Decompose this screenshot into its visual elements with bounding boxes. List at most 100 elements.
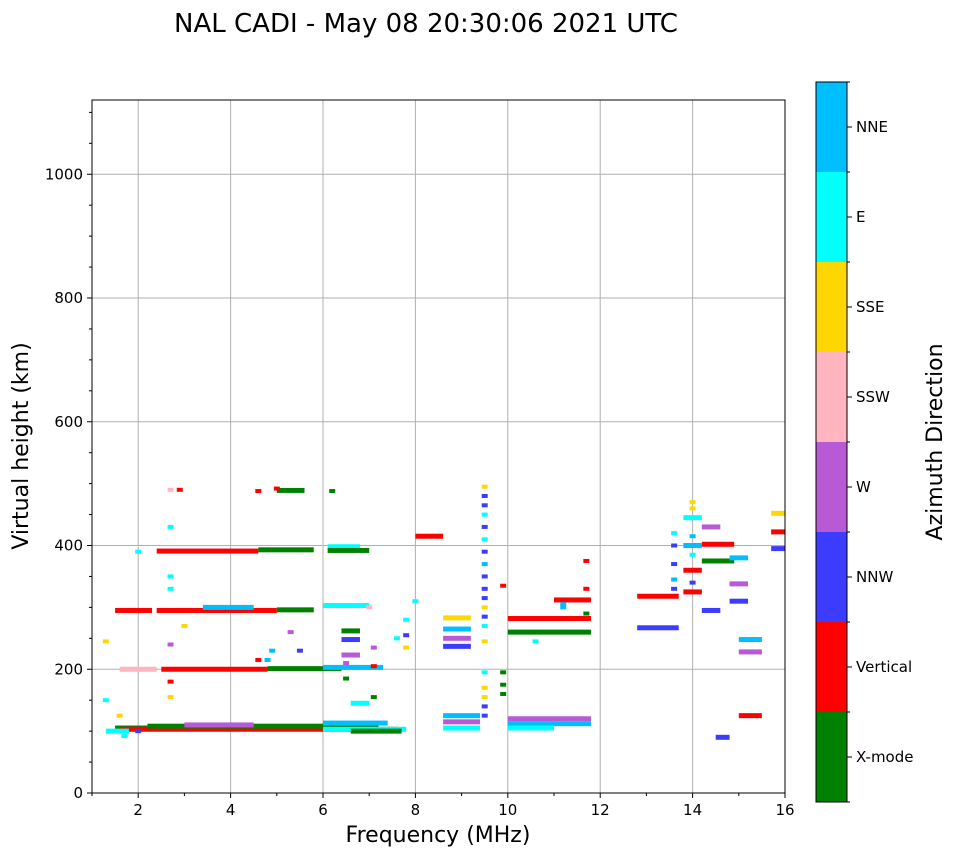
echo-trace [701, 524, 721, 530]
echo-point [181, 623, 188, 628]
echo-trace [323, 720, 388, 726]
echo-point [671, 543, 678, 548]
y-tick-label: 0 [73, 784, 83, 802]
echo-point [296, 648, 303, 653]
echo-point [481, 695, 488, 700]
echo-trace [115, 607, 153, 613]
colorbar: X-mode Vertical NNW W SSW SSE E NNE [815, 81, 913, 803]
x-tick-label: 14 [683, 801, 702, 819]
echo-point [583, 611, 590, 616]
echo-trace [554, 597, 591, 603]
echo-point [481, 639, 488, 644]
colorbar-segment [816, 442, 847, 532]
y-axis-label: Virtual height (km) [9, 342, 34, 549]
echo-trace [350, 728, 402, 734]
colorbar-segment [816, 622, 847, 712]
echo-point [689, 580, 696, 585]
echo-point [481, 503, 488, 508]
echo-point [560, 602, 567, 607]
echo-point [481, 562, 488, 567]
colorbar-segment [816, 262, 847, 352]
echo-point [167, 642, 174, 647]
echo-point [689, 500, 696, 505]
echo-trace [156, 607, 277, 613]
colorbar-tick-label: W [856, 478, 871, 496]
echo-trace [443, 719, 481, 725]
echo-trace [771, 546, 785, 552]
chart-title: NAL CADI - May 08 20:30:06 2021 UTC [174, 9, 678, 39]
echo-point [273, 486, 280, 491]
echo-trace [507, 629, 591, 635]
echo-trace [507, 725, 554, 731]
echo-point [167, 524, 174, 529]
echo-trace [701, 607, 721, 613]
echo-point [481, 524, 488, 529]
grid-lines [92, 100, 786, 794]
x-tick-label: 2 [133, 801, 143, 819]
echo-point [135, 729, 142, 734]
colorbar-label: Azimuth Direction [923, 343, 948, 540]
echo-point [167, 695, 174, 700]
echo-point [481, 605, 488, 610]
echo-trace [443, 725, 481, 731]
echo-trace [729, 555, 749, 561]
echo-trace [341, 628, 360, 634]
echo-trace [415, 533, 444, 539]
echo-point [481, 623, 488, 628]
data-marks [102, 484, 785, 740]
echo-trace [119, 726, 397, 732]
colorbar-frame [815, 81, 848, 803]
echo-point [583, 586, 590, 591]
echo-point [116, 713, 123, 718]
echo-trace [507, 716, 591, 722]
echo-point [370, 664, 377, 669]
echo-point [481, 685, 488, 690]
echo-point [102, 639, 109, 644]
echo-trace [443, 615, 471, 621]
x-tick-label: 6 [318, 801, 328, 819]
echo-point [403, 617, 410, 622]
colorbar-segment [816, 82, 847, 172]
echo-trace [276, 487, 305, 493]
echo-point [481, 512, 488, 517]
echo-point [481, 574, 488, 579]
echo-trace [443, 713, 481, 719]
echo-trace [507, 616, 591, 622]
echo-trace [156, 548, 259, 554]
echo-point [671, 531, 678, 536]
colorbar-tick-label: Vertical [856, 658, 912, 676]
echo-point [287, 630, 294, 635]
echo-point [366, 605, 373, 610]
colorbar-tick-label: NNW [856, 568, 893, 586]
echo-trace [715, 734, 730, 740]
echo-trace [327, 544, 360, 550]
echo-point [500, 670, 507, 675]
echo-point [255, 489, 262, 494]
echo-point [102, 698, 109, 703]
echo-trace [683, 543, 702, 548]
echo-point [393, 636, 400, 641]
echo-point [481, 704, 488, 709]
echo-point [481, 484, 488, 489]
echo-point [329, 489, 336, 494]
echo-trace [267, 666, 342, 672]
echo-point [121, 734, 128, 739]
echo-trace [276, 607, 314, 613]
colorbar-tick-label: SSW [856, 388, 890, 406]
echo-trace [738, 649, 762, 655]
echo-point [560, 605, 567, 610]
echo-trace [443, 635, 471, 641]
y-tick-label: 600 [54, 413, 83, 431]
echo-point [264, 657, 271, 662]
colorbar-segment [816, 352, 847, 442]
echo-point [481, 614, 488, 619]
colorbar-tick-label: NNE [856, 118, 888, 136]
echo-trace [683, 567, 702, 573]
echo-point [671, 577, 678, 582]
echo-trace [738, 637, 762, 643]
echo-point [532, 639, 539, 644]
echo-point [671, 562, 678, 567]
echo-trace [701, 558, 735, 564]
echo-trace [105, 728, 129, 734]
